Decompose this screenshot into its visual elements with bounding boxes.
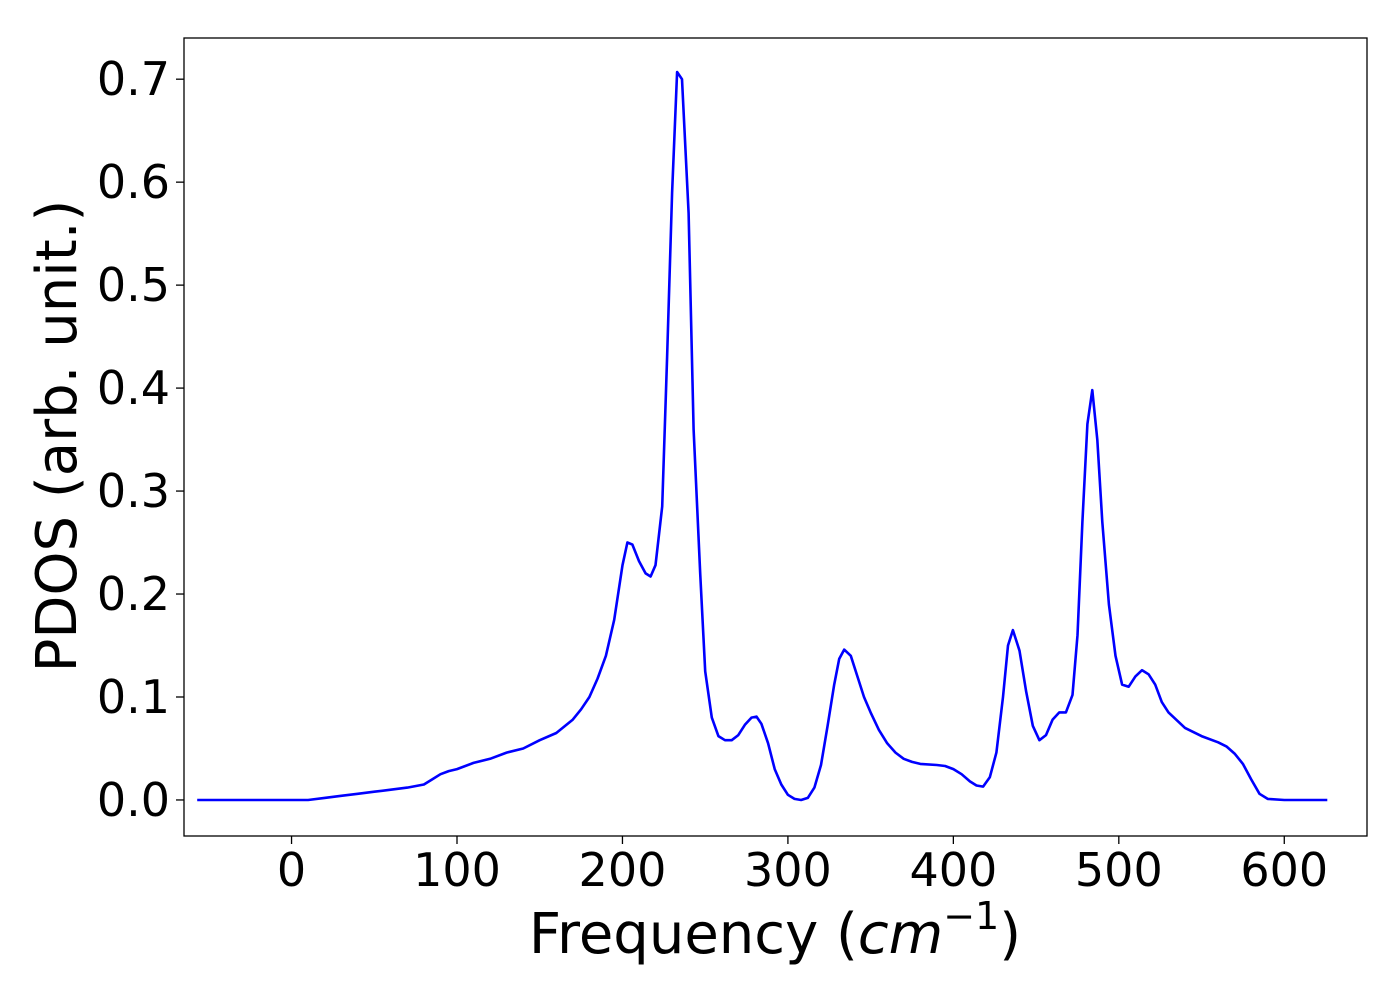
- y-axis-title: PDOS (arb. unit.): [25, 200, 90, 673]
- series-line-0: [197, 70, 1328, 802]
- y-tick-label: 0.0: [97, 773, 170, 827]
- x-axis-title-superscript: −1: [943, 894, 999, 938]
- x-axis-title-text: Frequency (: [529, 902, 858, 967]
- y-tick-label: 0.4: [97, 361, 170, 415]
- x-tick-label: 0: [277, 843, 306, 897]
- series-layer: [197, 70, 1328, 802]
- x-tick-label: 500: [1075, 843, 1163, 897]
- x-axis-title: Frequency (cm−1): [529, 894, 1021, 967]
- y-tick-label: 0.7: [97, 52, 170, 106]
- x-tick-label: 300: [744, 843, 832, 897]
- plot-frame: [183, 37, 1368, 837]
- y-axis-ticks: 0.0 0.1 0.2 0.3 0.4 0.5 0.6 0.7: [97, 52, 184, 827]
- x-tick-label: 200: [579, 843, 667, 897]
- y-tick-label: 0.5: [97, 258, 170, 312]
- x-axis-title-math: cm: [858, 902, 943, 967]
- y-tick-label: 0.1: [97, 670, 170, 724]
- x-tick-label: 400: [909, 843, 997, 897]
- y-tick-label: 0.6: [97, 155, 170, 209]
- x-axis-ticks: 0 100 200 300 400 500 600: [277, 836, 1328, 897]
- x-tick-label: 600: [1240, 843, 1328, 897]
- y-tick-label: 0.3: [97, 464, 170, 518]
- y-tick-label: 0.2: [97, 567, 170, 621]
- x-axis-title-close: ): [999, 902, 1021, 967]
- x-tick-label: 100: [413, 843, 501, 897]
